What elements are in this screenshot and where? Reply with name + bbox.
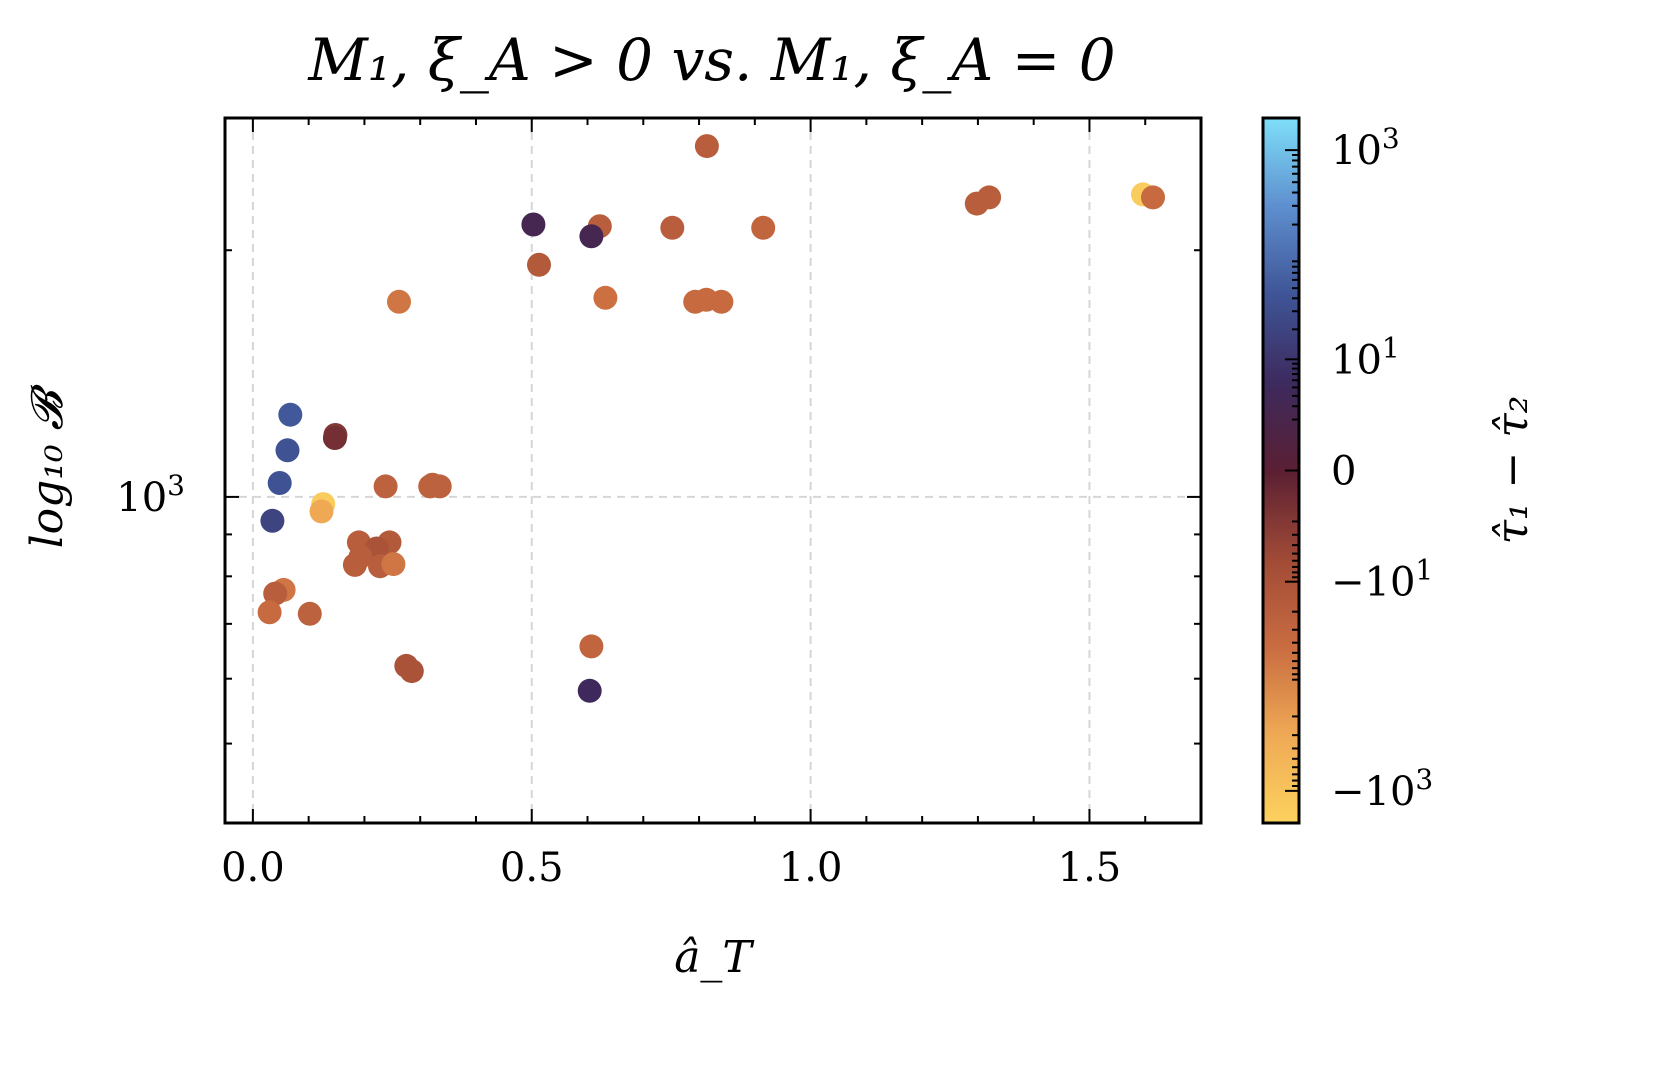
- data-point: [1141, 185, 1165, 210]
- data-point: [267, 471, 292, 495]
- y-tick-label: 103: [116, 469, 185, 521]
- data-point: [387, 289, 411, 314]
- data-point: [751, 215, 776, 240]
- data-point: [275, 438, 300, 463]
- colorbar-ticks: [1285, 117, 1299, 824]
- data-point: [399, 659, 424, 684]
- data-point: [521, 212, 546, 237]
- x-axis-label: â_T: [674, 932, 755, 983]
- x-tick-label: 1.5: [1058, 845, 1122, 891]
- data-point: [381, 552, 406, 577]
- plot-area: [225, 118, 1201, 823]
- data-point: [593, 285, 618, 310]
- x-tick-label: 1.0: [779, 845, 843, 891]
- data-point: [278, 402, 303, 427]
- data-point: [420, 472, 445, 497]
- scatter-points: [257, 134, 1165, 703]
- data-point: [257, 600, 282, 625]
- axis-ticks: [225, 118, 1202, 824]
- data-point: [322, 426, 347, 450]
- data-point: [660, 215, 685, 240]
- data-point: [579, 224, 604, 249]
- data-point: [309, 499, 334, 524]
- x-tick-labels: 0.0 0.5 1.0 1.5: [221, 845, 1121, 891]
- plot-frame: [223, 116, 1203, 825]
- data-point: [709, 289, 734, 314]
- colorbar-tick-label: 0: [1331, 449, 1356, 495]
- data-point: [342, 552, 367, 577]
- chart-title: M₁, ξ_A > 0 vs. M₁, ξ_A = 0: [307, 26, 1115, 94]
- data-point: [577, 678, 602, 703]
- data-point: [527, 252, 551, 277]
- colorbar-tick-label: 103: [1331, 122, 1400, 174]
- data-point: [373, 474, 398, 499]
- colorbar-tick-label: −101: [1331, 554, 1433, 606]
- colorbar-tick-label: −103: [1331, 763, 1433, 815]
- data-point: [260, 508, 285, 533]
- data-point: [579, 634, 604, 659]
- y-tick-labels: 103: [116, 469, 185, 521]
- data-point: [694, 134, 719, 159]
- data-point: [964, 191, 989, 216]
- y-axis-label: log₁₀ 𝓑: [22, 383, 73, 548]
- x-tick-label: 0.0: [221, 845, 285, 891]
- colorbar-label: τ̂₁ − τ̂₂: [1487, 396, 1538, 545]
- data-point: [263, 581, 288, 606]
- x-tick-label: 0.5: [500, 845, 564, 891]
- colorbar-tick-label: 101: [1331, 331, 1400, 383]
- data-point: [297, 601, 322, 626]
- colorbar-tick-labels: 103 101 0 −101 −103: [1331, 122, 1433, 815]
